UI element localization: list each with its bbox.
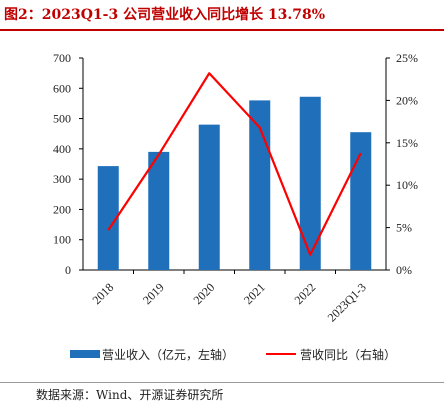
right-tick-label: 5% [396,221,412,235]
chart-title: 图2：2023Q1-3 公司营业收入同比增长 13.78% [4,7,326,23]
left-tick-label: 300 [53,172,71,186]
x-tick-label: 2019 [140,280,167,307]
bar [148,151,170,270]
left-tick-label: 200 [53,202,71,216]
growth-line [107,72,362,256]
x-tick-label: 2021 [241,280,268,307]
left-tick-label: 700 [53,51,71,65]
legend: 营业收入（亿元，左轴） 营收同比（右轴） [70,347,396,362]
axes [82,58,387,271]
x-tick-label: 2022 [292,280,319,307]
legend-bar-swatch [70,350,100,358]
left-tick-label: 100 [53,233,71,247]
title-rule [0,29,444,31]
right-tick-label: 20% [396,93,418,107]
right-tick-label: 15% [396,136,418,150]
left-tick-label: 0 [65,263,71,277]
chart-svg: 0 100 200 300 400 500 600 700 0% 5% 10% 15% 20% 25% 20… [53,51,418,362]
right-tick-label: 0% [396,263,412,277]
left-tick-label: 400 [53,142,71,156]
bars [97,96,372,271]
right-tick-label: 10% [396,178,418,192]
x-tick-label: 2023Q1-3 [325,280,369,324]
bar [198,124,220,270]
source-rule [0,382,444,383]
bar [249,100,271,271]
ticks: 0 100 200 300 400 500 600 700 0% 5% 10% 15% 20% 25% 20… [53,51,418,325]
x-tick-label: 2020 [191,280,218,307]
left-tick-label: 600 [53,81,71,95]
source-text: 数据来源：Wind、开源证券研究所 [36,388,224,402]
right-tick-label: 25% [396,51,418,65]
left-tick-label: 500 [53,112,71,126]
bar [350,132,372,270]
line-layer [107,72,362,256]
legend-line-label: 营收同比（右轴） [300,347,396,362]
x-tick-label: 2018 [90,280,117,307]
legend-bar-label: 营业收入（亿元，左轴） [102,347,234,362]
bar [299,96,321,270]
bar [97,166,119,270]
